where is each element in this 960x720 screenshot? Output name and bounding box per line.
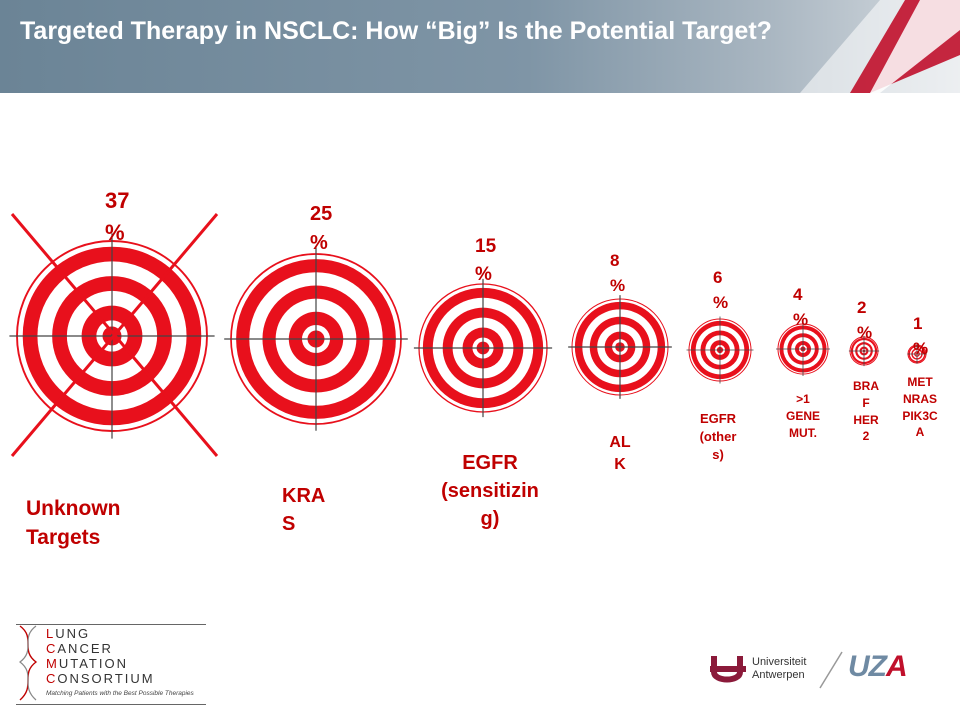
ua-line-2: Antwerpen <box>752 669 805 681</box>
lcmc-line-2-initial: C <box>46 641 58 656</box>
lcmc-top-rule <box>16 624 206 625</box>
target-3-label: EGFR (sensitizin g) <box>441 452 539 530</box>
target-8-percent: 1 % <box>913 314 929 358</box>
lcmc-line-1-initial: L <box>46 626 56 641</box>
dna-helix-icon <box>19 625 38 701</box>
ua-emblem-icon <box>710 656 746 683</box>
lcmc-line-3-initial: M <box>46 656 59 671</box>
uza-main: UZ <box>848 650 887 683</box>
target-3-percent: 15 % <box>475 236 497 285</box>
target-4-label: AL K <box>609 434 631 474</box>
ua-wordmark: Universiteit Antwerpen <box>752 656 806 682</box>
institution-logos: Universiteit Antwerpen UZA <box>708 650 938 690</box>
target-6-label: >1 GENE MUT. <box>785 392 820 440</box>
target-5-label: EGFR (other s) <box>699 411 737 463</box>
target-6-percent: 4 % <box>793 285 809 329</box>
uza-wordmark: UZA <box>848 650 908 684</box>
lcmc-line-4-initial: C <box>46 671 58 686</box>
title-bar: Targeted Therapy in NSCLC: How “Big” Is … <box>0 0 960 93</box>
cross-out-line-2 <box>10 213 219 457</box>
uza-accent: A <box>886 650 908 683</box>
logo-separator <box>819 651 843 689</box>
lcmc-line-2: CANCER <box>46 641 194 656</box>
page-title: Targeted Therapy in NSCLC: How “Big” Is … <box>20 17 772 45</box>
lcmc-line-4-rest: ONSORTIUM <box>57 671 155 686</box>
target-4-percent: 8 % <box>610 251 626 295</box>
target-8-label: MET NRAS PIK3C A <box>902 375 938 440</box>
lcmc-logo: LUNG CANCER MUTATION CONSORTIUM Matching… <box>16 624 206 706</box>
ua-line-1: Universiteit <box>752 656 807 668</box>
target-5-percent: 6 % <box>713 268 729 312</box>
target-2-percent: 25 % <box>310 203 333 254</box>
lcmc-tagline: Matching Patients with the Best Possible… <box>46 690 194 697</box>
target-2-label: KRA S <box>282 485 326 535</box>
header-decoration <box>800 0 960 93</box>
lcmc-bottom-rule <box>16 704 206 705</box>
target-7-percent: 2 % <box>857 298 873 342</box>
target-1-percent: 37 % <box>105 188 130 245</box>
lcmc-line-1: LUNG <box>46 626 194 641</box>
target-7-label: BRA F HER 2 <box>853 379 879 444</box>
lcmc-line-2-rest: ANCER <box>57 641 113 656</box>
lcmc-line-3-rest: UTATION <box>58 656 128 671</box>
lcmc-line-3: MUTATION <box>46 656 194 671</box>
lcmc-line-4: CONSORTIUM <box>46 671 194 686</box>
lcmc-line-1-rest: UNG <box>55 626 91 641</box>
target-1-label: Unknown Targets <box>26 497 121 550</box>
